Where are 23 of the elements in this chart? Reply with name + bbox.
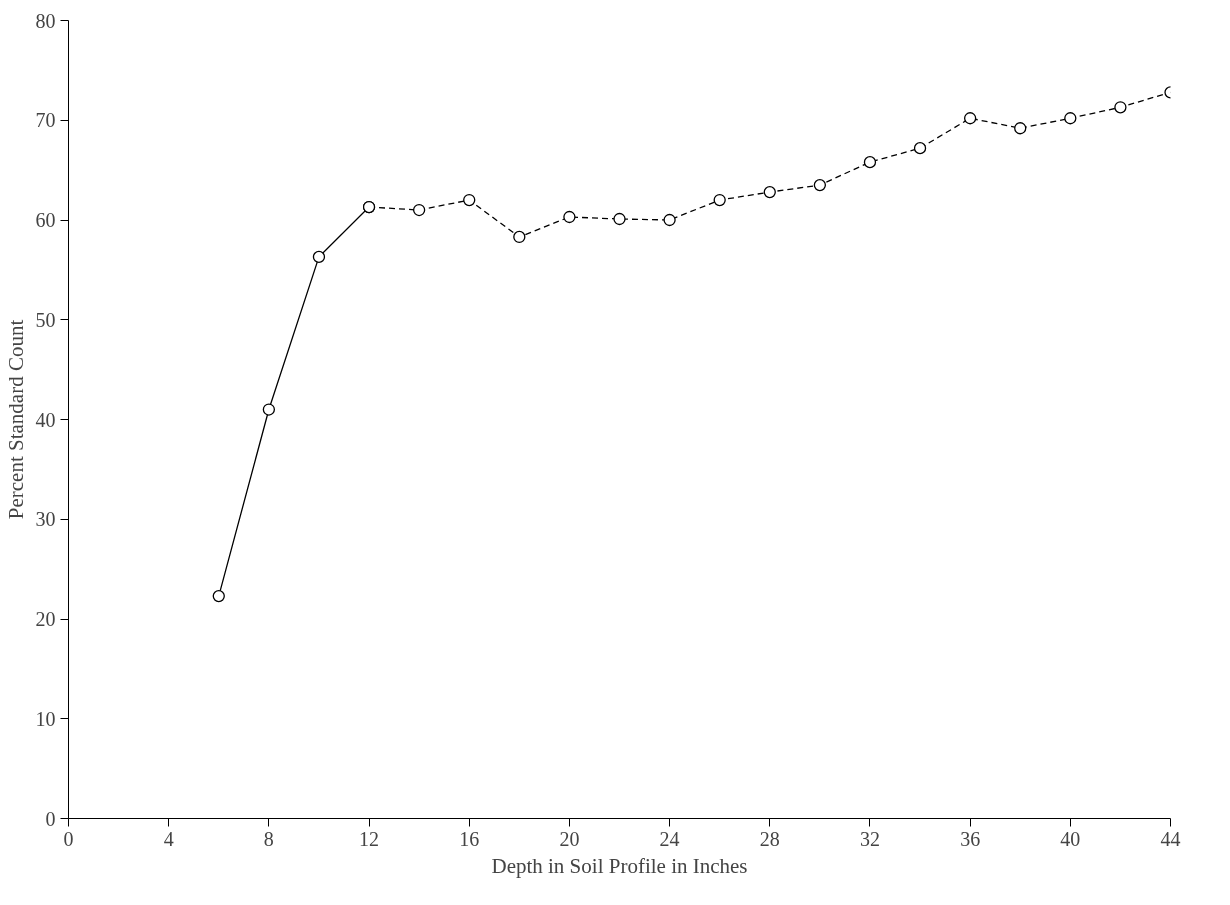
x-tick-label: 8	[263, 827, 274, 850]
x-tick-label: 0	[63, 827, 74, 850]
x-tick-label: 28	[759, 827, 780, 850]
y-tick-label: 80	[35, 9, 56, 32]
y-tick-label: 20	[35, 608, 56, 630]
y-tick-label: 10	[35, 707, 56, 730]
y-tick-label: 0	[45, 807, 56, 830]
x-tick-label: 24	[659, 827, 680, 850]
y-tick-label: 30	[35, 508, 56, 531]
x-tick-label: 32	[859, 827, 880, 850]
x-axis-title: Depth in Soil Profile in Inches	[491, 853, 748, 878]
x-tick-label: 40	[1060, 827, 1081, 850]
x-tick-label: 4	[163, 827, 174, 850]
y-tick-label: 60	[35, 209, 56, 231]
y-axis-title: Percent Standard Count	[3, 319, 28, 520]
x-tick-label: 36	[960, 827, 981, 850]
x-tick-label: 12	[359, 827, 380, 850]
x-tick-label: 20	[559, 827, 580, 850]
y-tick-label: 40	[35, 408, 56, 431]
y-tick-label: 50	[35, 308, 56, 331]
y-tick-label: 70	[35, 109, 56, 132]
x-tick-label: 44	[1160, 827, 1181, 850]
x-tick-label: 16	[459, 827, 480, 850]
